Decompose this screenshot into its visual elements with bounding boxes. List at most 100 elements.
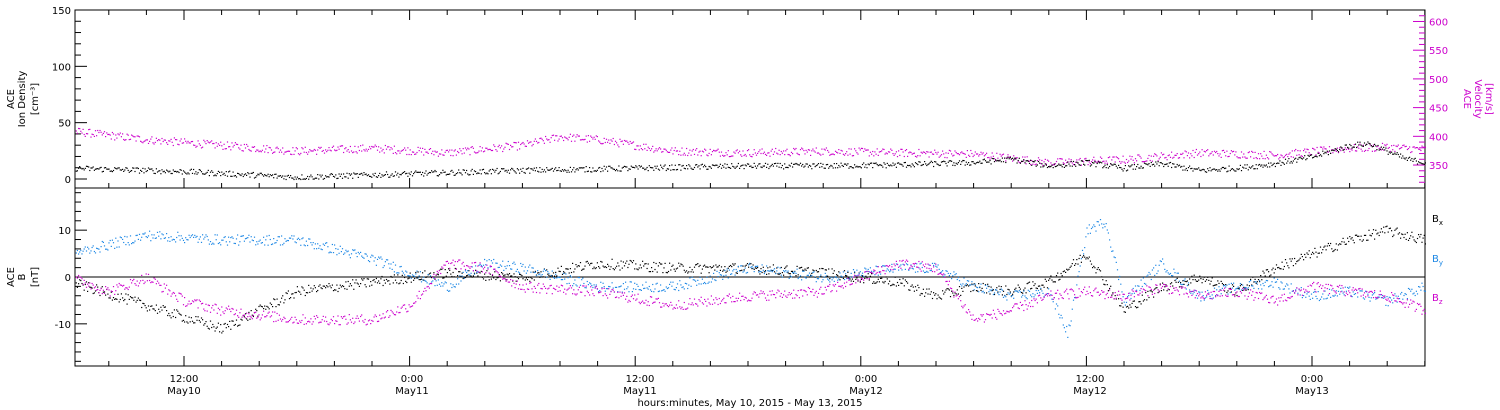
data-point [158, 139, 160, 141]
data-point [722, 270, 724, 272]
data-point [256, 310, 258, 312]
data-point [153, 172, 155, 174]
data-point [1080, 261, 1082, 263]
data-point [1109, 239, 1111, 241]
data-point [1191, 167, 1193, 169]
data-point [168, 289, 170, 291]
data-point [460, 275, 462, 278]
data-point [637, 145, 639, 147]
data-point [958, 160, 961, 162]
data-point [644, 148, 646, 150]
data-point [979, 286, 981, 288]
data-point [973, 154, 975, 156]
data-point [981, 162, 983, 164]
data-point [1384, 232, 1386, 234]
data-point [965, 161, 967, 163]
data-point [302, 178, 304, 180]
data-point [1381, 148, 1384, 150]
data-point [406, 271, 408, 273]
data-point [889, 151, 891, 153]
data-point [293, 178, 295, 181]
data-point [1185, 167, 1187, 170]
data-point [1096, 268, 1098, 270]
data-point [999, 288, 1001, 290]
data-point [468, 174, 470, 176]
data-point [341, 248, 344, 250]
data-point [93, 169, 95, 171]
data-point [307, 153, 309, 155]
data-point [1087, 233, 1089, 235]
data-point [592, 268, 594, 270]
data-point [820, 275, 822, 277]
data-point [1072, 160, 1075, 163]
data-point [480, 173, 482, 175]
data-point [594, 286, 596, 288]
data-point [949, 150, 952, 152]
data-point [248, 234, 250, 236]
data-point [672, 264, 674, 266]
data-point [687, 272, 689, 274]
data-point [322, 243, 324, 245]
data-point [400, 265, 402, 268]
data-point [450, 283, 452, 285]
data-point [1142, 167, 1144, 169]
data-point [530, 168, 532, 170]
data-point [1058, 163, 1060, 165]
data-point [310, 242, 312, 244]
data-point [935, 265, 937, 267]
data-point [1013, 291, 1015, 293]
data-point [549, 169, 551, 171]
data-point [1184, 278, 1186, 280]
data-point [1200, 155, 1202, 158]
data-point [345, 281, 347, 283]
data-point [484, 258, 486, 261]
data-point [531, 267, 533, 269]
data-point [106, 132, 108, 134]
data-point [189, 303, 191, 305]
data-point [1062, 163, 1064, 165]
data-point [616, 168, 618, 171]
data-point [1159, 162, 1161, 164]
data-point [1337, 290, 1340, 292]
data-point [1368, 296, 1370, 298]
data-point [1289, 152, 1291, 154]
data-point [340, 145, 342, 147]
data-point [618, 146, 620, 148]
data-point [1106, 284, 1108, 286]
data-point [538, 272, 540, 274]
data-point [365, 253, 367, 255]
data-point [691, 168, 693, 170]
data-point [1005, 296, 1007, 298]
data-point [1394, 293, 1396, 295]
data-point [914, 155, 917, 157]
data-point [1140, 157, 1142, 159]
data-point [591, 262, 593, 264]
data-point [1042, 164, 1044, 166]
data-point [199, 236, 201, 238]
data-point [229, 146, 231, 148]
data-point [466, 169, 468, 172]
data-point [297, 178, 300, 180]
data-point [1116, 269, 1119, 271]
data-point [79, 276, 81, 278]
data-point [453, 174, 455, 176]
data-point [134, 240, 136, 242]
data-point [1079, 254, 1081, 256]
data-point [1278, 158, 1280, 160]
data-point [393, 175, 395, 177]
data-point [526, 270, 529, 272]
data-point [123, 138, 125, 141]
data-point [504, 274, 506, 276]
data-point [243, 316, 245, 318]
data-point [584, 171, 586, 173]
data-point [282, 295, 284, 297]
data-point [540, 137, 542, 139]
data-point [175, 316, 177, 319]
data-point [767, 270, 769, 272]
data-point [91, 287, 93, 289]
data-point [575, 284, 577, 286]
data-point [508, 273, 511, 275]
data-point [592, 286, 594, 289]
data-point [498, 266, 500, 268]
data-point [971, 283, 973, 285]
